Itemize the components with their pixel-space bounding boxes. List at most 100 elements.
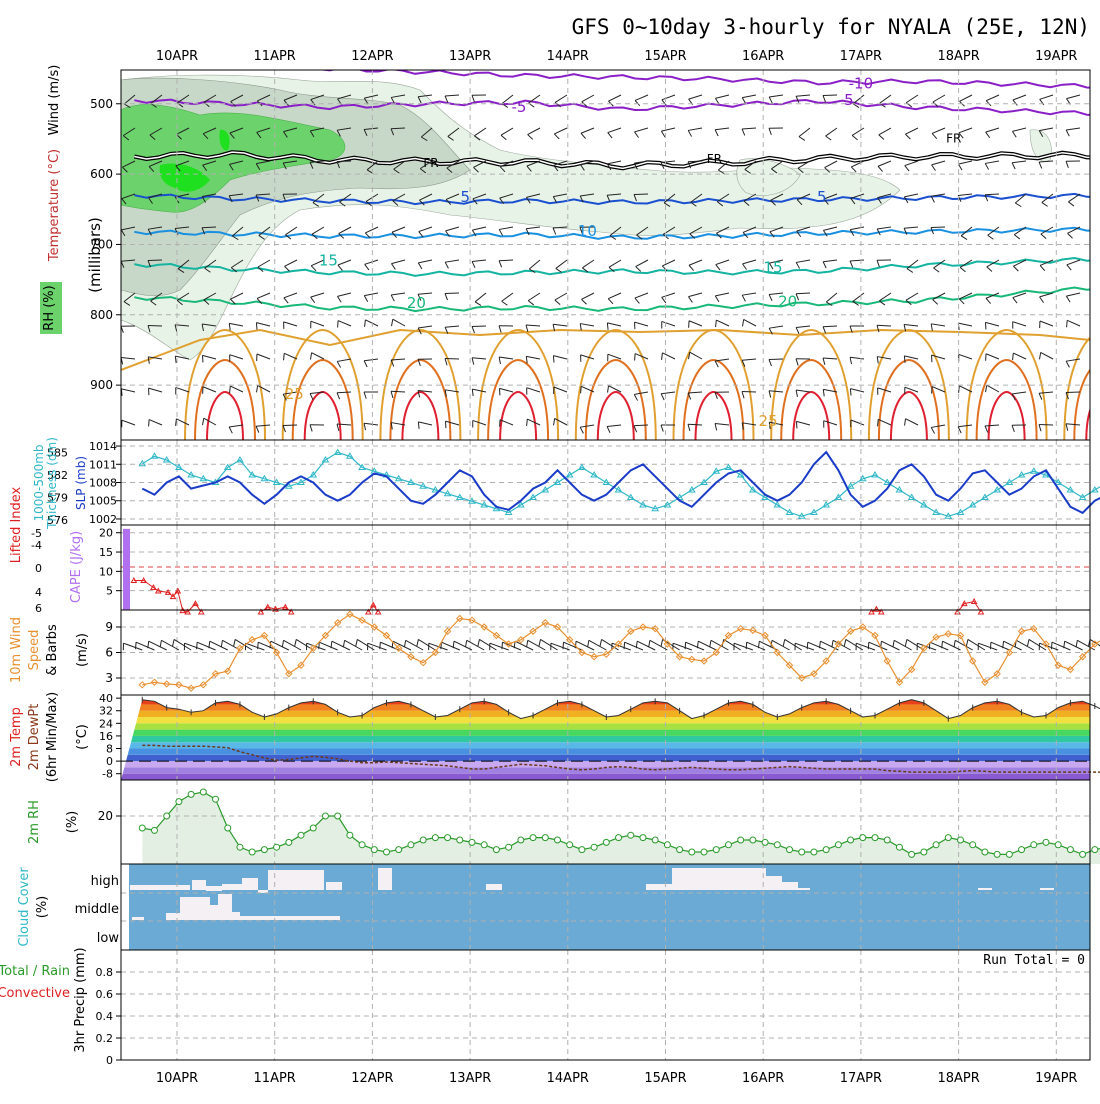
wind-barb-flag <box>445 262 448 268</box>
cape-axis-label: CAPE (J/kg) <box>69 531 84 603</box>
wind-barb <box>985 194 999 195</box>
wind-barb-flag <box>203 418 204 425</box>
wind-barb-flag <box>581 386 582 393</box>
slp-tick-label: 1008 <box>89 477 117 490</box>
wind-barb <box>391 293 405 295</box>
wind-barb-flag <box>987 267 992 272</box>
wind-barb <box>337 392 351 393</box>
rh-marker <box>274 844 280 850</box>
wind-barb-flag <box>417 639 419 646</box>
wind-barb-flag <box>338 265 342 270</box>
wind-barb-flag <box>636 267 641 272</box>
wind-barb <box>1013 353 1026 359</box>
wind-barb <box>284 322 297 326</box>
wind-barb <box>904 325 918 326</box>
cloud-high-block <box>222 884 242 890</box>
wind-barb <box>393 319 405 326</box>
wind-barb <box>203 387 216 392</box>
wind-barb-flag <box>392 319 393 326</box>
rh-marker <box>1092 847 1098 853</box>
wind-barb <box>368 643 387 650</box>
wind-barb-flag <box>1039 162 1042 168</box>
wind-barb <box>850 389 864 392</box>
rh-marker <box>261 847 267 853</box>
cloud-high-block <box>486 884 502 890</box>
precip-convective-label: Convective <box>0 986 70 1001</box>
wind-barb <box>445 260 459 262</box>
wind-barb-flag <box>1015 203 1021 207</box>
wind-barb <box>853 95 864 104</box>
wind-barb-flag <box>868 642 869 649</box>
wind-barb-flag <box>229 323 230 330</box>
wind-barb-flag <box>716 265 720 271</box>
wind-barb <box>715 293 729 296</box>
wind-barb-flag <box>932 133 937 138</box>
wind-barb-flag <box>175 356 176 363</box>
wind-barb <box>1040 95 1053 99</box>
wind-barb <box>878 161 891 166</box>
wind-barb-flag <box>1040 265 1045 270</box>
contour-label: 20 <box>407 294 426 312</box>
wind-barb <box>636 260 648 267</box>
wind-barb-flag <box>796 359 798 366</box>
rh-marker <box>1019 847 1025 853</box>
wind-barb-flag <box>391 295 394 301</box>
precip-total-label: Total / Rain <box>0 964 70 979</box>
temp-band <box>121 717 1090 723</box>
cloud-high-block <box>672 868 766 890</box>
wind-barb <box>337 293 351 296</box>
contour-label: 5 <box>817 188 827 206</box>
cloud-mid-block <box>166 913 180 920</box>
wind-barb <box>1039 128 1053 131</box>
isotherm-35-loop <box>891 392 927 440</box>
wind-barb-flag <box>907 269 913 273</box>
wind-barb <box>856 643 875 650</box>
wind-barb <box>391 260 405 264</box>
top-date-label: 19APR <box>1035 49 1077 64</box>
wind-barb-flag <box>472 326 474 333</box>
wind-barb-flag <box>310 425 312 432</box>
wind-barb <box>121 389 135 392</box>
temp-band <box>121 774 1090 780</box>
wind-barb-flag <box>258 642 259 649</box>
top-date-label: 15APR <box>644 49 686 64</box>
y-tick-label: 3 <box>105 671 113 685</box>
wind-barb-flag <box>662 353 663 360</box>
wind-barb-flag <box>904 356 905 363</box>
wind-barb <box>1012 392 1026 394</box>
wind-barb-flag <box>716 320 717 327</box>
wind-barb-flag <box>230 386 231 393</box>
wind-barb-flag <box>635 298 639 303</box>
wind-barb-flag <box>197 642 198 649</box>
wind-barb <box>744 319 756 326</box>
wind-barb-flag <box>635 100 640 105</box>
rh-fill <box>142 792 1100 864</box>
cloud-high-block <box>130 885 190 890</box>
wind-barb-flag <box>634 394 637 400</box>
wind-barb-flag <box>418 263 422 269</box>
wind-barb-flag <box>472 261 475 267</box>
rh-marker <box>542 835 548 841</box>
wind-barb-flag <box>526 229 529 235</box>
rh-marker <box>848 837 854 843</box>
wind-barb <box>661 392 675 394</box>
wind-barb <box>905 128 918 134</box>
wind-barb-flag <box>608 386 609 393</box>
wind-barb-flag <box>364 392 366 399</box>
wind-barb-flag <box>649 640 650 647</box>
cloud-high-block <box>206 886 222 891</box>
rh-marker <box>762 839 768 845</box>
rh-marker <box>677 847 683 853</box>
wind-barb-flag <box>1039 425 1041 432</box>
wind-barb-flag <box>136 642 137 649</box>
wind-barb-flag <box>1076 640 1077 647</box>
wind-barb <box>877 325 891 326</box>
isotherm-25-loop <box>771 330 851 440</box>
wind-barb <box>769 326 783 328</box>
wind-barb-flag <box>499 229 502 235</box>
wind-barb <box>743 260 756 264</box>
cloud-level-label: middle <box>75 902 119 917</box>
wind-barb-flag <box>796 327 799 333</box>
wind-barb <box>529 260 540 269</box>
